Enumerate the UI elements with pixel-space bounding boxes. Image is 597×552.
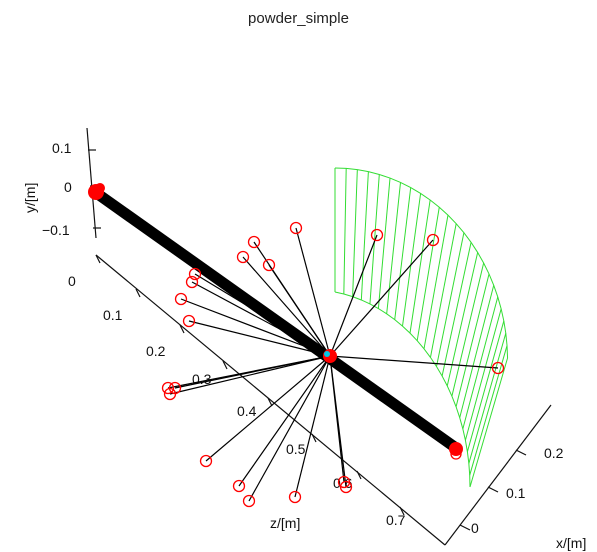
y-tick-label: 0 [64,179,72,195]
surface-rib [469,345,508,476]
y-axis-line [86,127,97,239]
particle-marker [232,479,246,493]
surface-rib [466,320,505,452]
surface-rib [469,357,509,488]
axis-lines [86,127,552,546]
z-tick-label: 0.4 [237,403,257,419]
x-tick-label: 0.2 [544,445,564,461]
spoke-line [169,355,331,395]
particle-marker [242,494,256,508]
particle-marker [289,221,303,235]
surface-rib [386,182,402,314]
rod [91,186,462,455]
y-tick-label: 0.1 [52,140,72,156]
x-axis-label: x/[m] [556,535,586,551]
surface-rib [369,174,380,304]
particle-marker [163,387,177,401]
surface-rib [429,223,457,358]
particle-marker [199,454,213,468]
particle-spokes [167,227,499,502]
particle-marker [236,250,250,264]
plot-title: powder_simple [248,10,349,27]
z-tick-label: 0.7 [386,512,406,528]
spoke-line [191,281,331,357]
particle-marker [262,258,276,272]
spoke-line [329,239,434,357]
surface-rib [416,207,440,341]
surface-rib [468,333,507,464]
spoke-line [294,355,331,498]
x-tick-label: 0 [471,520,479,536]
z-tick-label: 0.2 [146,343,166,359]
spoke-line [238,355,331,487]
surface-top-edge [334,167,509,359]
particle-marker [182,314,196,328]
particle-marker [491,361,505,375]
spoke-line [295,227,331,357]
surface-rib [402,193,422,327]
spoke-line [194,273,331,357]
spoke-line [205,355,331,462]
y-axis-label: y/[m] [22,183,38,213]
particle-marker [247,235,261,249]
particle-marker [337,475,351,489]
surface-rib [409,199,431,334]
surface-rib [451,262,485,397]
spoke-line [329,355,345,483]
particle-marker [185,275,199,289]
particle-marker [370,228,384,242]
particle-marker [161,381,175,395]
rod-body [91,189,462,455]
surface-rib [352,169,358,297]
x-axis-line [444,404,552,546]
surface-rib [377,178,391,309]
rod-end-node-left-overlap [95,183,105,193]
surface-rib [394,187,412,320]
particle-marker [188,267,202,281]
z-axis-label: z/[m] [270,515,300,531]
surface-rib [464,308,502,441]
projection-surface [334,167,509,488]
surface-bottom-edge [334,291,471,488]
z-tick-label: 0 [68,273,76,289]
particle-markers [88,183,505,508]
particle-marker [174,292,188,306]
spoke-line [180,298,331,357]
center-node-highlight [324,351,330,357]
spoke-line [174,355,331,389]
surface-rib [462,296,499,429]
surface-rib [459,285,495,418]
spoke-line [188,320,331,357]
surface-rib [441,242,472,377]
spoke-line [329,355,499,369]
surface-rib [455,273,490,407]
particle-marker [288,490,302,504]
spoke-line [268,264,331,357]
z-tick-label: 0.5 [286,441,306,457]
tick-labels: 0.1 0 −0.1 0 0.1 0.2 0.3 0.4 0.5 0.6 0.7… [42,140,564,536]
rod-edge [94,186,459,448]
surface-rib [423,215,449,349]
surface-rib [360,171,369,301]
spoke-line [248,355,331,502]
surface-rib [343,168,347,295]
spoke-line [242,256,331,357]
y-tick-label: −0.1 [42,222,70,238]
x-tick-label: 0.1 [506,485,526,501]
surface-rib [446,252,479,386]
surface-rib [436,232,465,367]
particle-marker [426,233,440,247]
z-tick-label: 0.1 [103,307,123,323]
spoke-line [329,234,378,357]
rod-end-node-right-ring [450,448,462,460]
z-axis-line [95,254,446,546]
